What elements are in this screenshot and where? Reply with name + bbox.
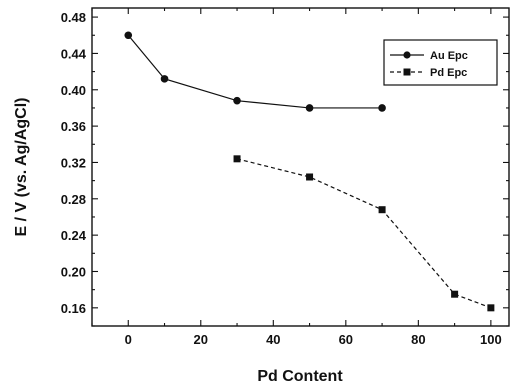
x-tick-label: 100 — [480, 332, 502, 347]
data-point-au-epc — [233, 96, 241, 105]
y-tick-label: 0.40 — [61, 83, 86, 98]
data-point-pd-epc — [451, 290, 459, 298]
x-axis-title: Pd Content — [257, 368, 343, 385]
data-point-au-epc — [124, 31, 133, 40]
axis-ticks: 0 20 40 60 80 100 0.16 0.20 0.24 0.28 0.32 0.36 0.40… — [61, 8, 509, 347]
y-tick-label: 0.44 — [61, 46, 87, 61]
legend-marker-au-epc — [403, 51, 411, 59]
data-point-pd-epc — [378, 206, 386, 214]
x-tick-label: 80 — [411, 332, 425, 347]
x-tick-label: 0 — [125, 332, 132, 347]
legend-label-au-epc: Au Epc — [430, 50, 468, 62]
plot-frame — [91, 7, 510, 327]
x-tick-label: 20 — [194, 332, 208, 347]
legend-box — [383, 39, 498, 86]
legend: Au Epc Pd Epc — [383, 39, 498, 86]
y-tick-label: 0.48 — [61, 10, 86, 25]
data-point-au-epc — [305, 104, 314, 112]
data-point-pd-epc — [487, 304, 495, 312]
x-tick-label: 60 — [339, 332, 353, 347]
legend-marker-pd-epc — [403, 68, 411, 76]
y-tick-label: 0.28 — [61, 192, 86, 207]
legend-label-pd-epc: Pd Epc — [430, 67, 467, 79]
y-tick-label: 0.16 — [61, 301, 86, 316]
y-tick-label: 0.36 — [61, 119, 86, 134]
series-markers — [124, 31, 495, 312]
data-point-pd-epc — [233, 155, 241, 163]
y-tick-label: 0.24 — [61, 228, 87, 243]
data-point-au-epc — [160, 75, 169, 83]
y-tick-label: 0.32 — [61, 155, 86, 170]
y-tick-label: 0.20 — [61, 264, 86, 279]
data-point-au-epc — [378, 104, 386, 112]
series-line-pd-epc — [236, 158, 492, 309]
series-line-au-epc — [127, 34, 383, 109]
data-point-pd-epc — [306, 173, 314, 181]
y-axis-title: E / V (vs. Ag/AgCl) — [13, 98, 30, 237]
x-tick-label: 40 — [266, 332, 280, 347]
